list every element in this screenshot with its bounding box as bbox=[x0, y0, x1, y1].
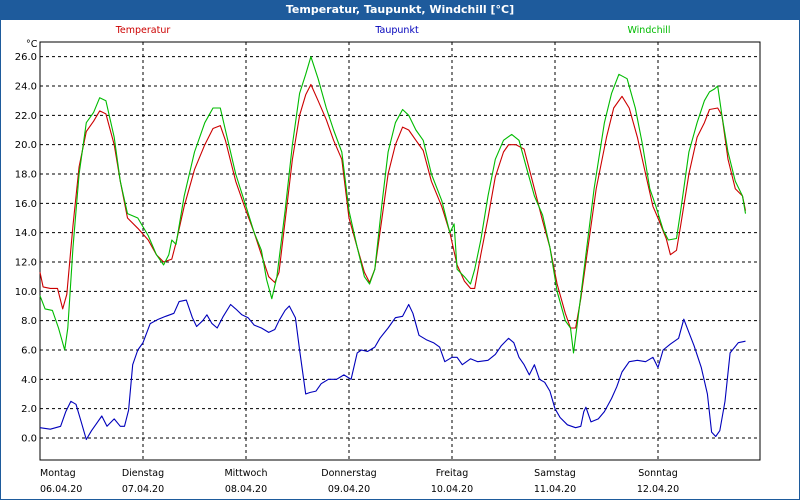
series-line-taupunkt bbox=[39, 299, 746, 441]
series-line-windchill bbox=[39, 56, 747, 354]
y-tick-label: 4.0 bbox=[21, 375, 37, 386]
legend-windchill: Windchill bbox=[627, 25, 670, 36]
window-title: Temperatur, Taupunkt, Windchill [°C] bbox=[0, 0, 800, 20]
x-tick-date: 12.04.20 bbox=[637, 484, 679, 495]
x-tick-date: 09.04.20 bbox=[328, 484, 370, 495]
legend-temperatur: Temperatur bbox=[115, 25, 171, 36]
x-tick-weekday: Samstag bbox=[534, 468, 576, 479]
y-tick-label: 12.0 bbox=[15, 258, 37, 269]
chart-plot: 0.0 2.0 4.0 6.0 8.0 10.0 12.0 14.0 16.0 18.0 20.0 2… bbox=[15, 25, 761, 495]
series-line-temperatur bbox=[39, 83, 747, 329]
y-tick-label: 16.0 bbox=[15, 199, 37, 210]
y-tick-label: 24.0 bbox=[15, 82, 37, 93]
x-tick-weekday: Donnerstag bbox=[321, 468, 376, 479]
x-tick-weekday: Freitag bbox=[436, 468, 469, 479]
x-tick-date: 10.04.20 bbox=[431, 484, 473, 495]
y-tick-label: 18.0 bbox=[15, 170, 37, 181]
y-tick-label: 26.0 bbox=[15, 52, 37, 63]
x-tick-weekday: Montag bbox=[40, 468, 76, 479]
y-tick-label: 6.0 bbox=[21, 346, 37, 357]
plot-frame bbox=[39, 41, 761, 461]
x-tick-date: 08.04.20 bbox=[225, 484, 267, 495]
legend-taupunkt: Taupunkt bbox=[374, 25, 419, 36]
y-tick-label: 22.0 bbox=[15, 111, 37, 122]
x-tick-date: 06.04.20 bbox=[40, 484, 82, 495]
x-tick-date: 11.04.20 bbox=[534, 484, 576, 495]
y-tick-label: 10.0 bbox=[15, 287, 37, 298]
x-tick-date: 07.04.20 bbox=[122, 484, 164, 495]
y-axis-label: °C bbox=[26, 39, 38, 50]
y-tick-label: 2.0 bbox=[21, 404, 37, 415]
x-tick-weekday: Dienstag bbox=[122, 468, 164, 479]
y-tick-label: 8.0 bbox=[21, 316, 37, 327]
y-tick-label: 0.0 bbox=[21, 434, 37, 445]
x-tick-weekday: Mittwoch bbox=[224, 468, 267, 479]
x-tick-weekday: Sonntag bbox=[638, 468, 677, 479]
y-tick-label: 20.0 bbox=[15, 140, 37, 151]
y-tick-label: 14.0 bbox=[15, 228, 37, 239]
